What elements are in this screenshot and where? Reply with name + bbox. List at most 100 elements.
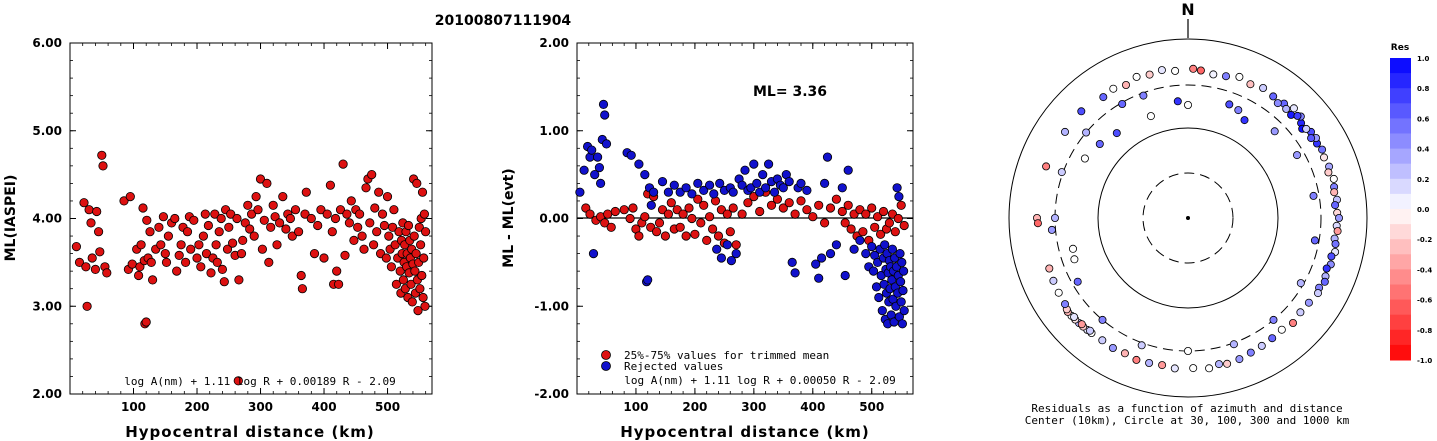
- station-point: [1322, 264, 1331, 273]
- annotation-point: [233, 376, 243, 386]
- data-point: [894, 192, 904, 202]
- station-point: [1112, 129, 1121, 138]
- data-point: [138, 203, 148, 213]
- polar-panel: N Residuals as a function of azimuth and…: [1008, 0, 1368, 427]
- x-tick-label: 500: [859, 400, 884, 414]
- left-y-axis-label: ML(IASPEI): [3, 175, 19, 262]
- data-point: [634, 159, 644, 169]
- colorbar-cell: [1390, 224, 1411, 240]
- data-point: [678, 209, 688, 219]
- data-point: [819, 218, 830, 228]
- data-point: [743, 198, 753, 208]
- station-point: [1120, 349, 1129, 358]
- data-point: [219, 277, 229, 287]
- station-point: [1057, 168, 1066, 177]
- data-point: [281, 224, 291, 234]
- data-point: [226, 209, 236, 219]
- x-tick-label: 300: [741, 400, 766, 414]
- station-point: [1331, 239, 1340, 248]
- data-point: [322, 209, 332, 219]
- station-point: [1109, 84, 1118, 93]
- data-point: [319, 253, 329, 263]
- data-point: [634, 231, 644, 241]
- data-point: [349, 235, 359, 245]
- station-point: [1296, 308, 1305, 317]
- station-point: [1051, 213, 1060, 222]
- station-point: [1196, 66, 1205, 75]
- station-point: [1108, 343, 1117, 352]
- colorbar-label: -0.2: [1417, 236, 1432, 244]
- data-point: [749, 159, 759, 169]
- station-point: [1259, 84, 1268, 93]
- data-point: [790, 209, 800, 219]
- station-point: [1054, 288, 1063, 297]
- data-point: [412, 178, 422, 188]
- data-point: [808, 212, 818, 222]
- data-point: [217, 264, 227, 274]
- data-point: [899, 305, 909, 316]
- data-point: [660, 231, 671, 241]
- data-point: [398, 275, 408, 285]
- data-point: [182, 227, 193, 237]
- y-tick-label: 0.00: [539, 212, 569, 226]
- data-point: [417, 270, 427, 281]
- station-point: [1171, 66, 1180, 75]
- data-point: [590, 170, 600, 180]
- data-point: [843, 200, 853, 210]
- data-point: [896, 297, 906, 307]
- data-point: [778, 203, 788, 213]
- data-point: [359, 244, 369, 254]
- data-point: [825, 249, 836, 259]
- data-point: [95, 247, 105, 257]
- middle-y-axis-label: ML - ML(evt): [501, 168, 517, 267]
- colorbar-cell: [1390, 133, 1411, 150]
- data-point: [201, 249, 212, 259]
- data-point: [871, 282, 882, 292]
- station-point: [1033, 219, 1042, 228]
- station-point: [1215, 360, 1224, 369]
- data-point: [722, 240, 732, 250]
- data-point: [211, 240, 221, 250]
- data-point: [654, 218, 665, 228]
- data-point: [420, 227, 431, 237]
- data-point: [878, 206, 889, 217]
- station-point: [1234, 106, 1243, 115]
- colorbar-cell: [1390, 193, 1411, 210]
- station-point: [1282, 104, 1291, 113]
- data-point: [625, 213, 635, 224]
- data-point: [840, 270, 850, 281]
- data-point: [410, 266, 420, 276]
- station-point: [1302, 124, 1311, 133]
- data-point: [306, 213, 316, 224]
- station-point: [1304, 298, 1313, 307]
- data-point: [119, 196, 129, 206]
- data-point: [814, 273, 824, 283]
- data-point: [196, 262, 206, 272]
- data-point: [600, 218, 610, 228]
- data-point: [587, 145, 597, 155]
- station-point: [1082, 128, 1091, 137]
- data-point: [598, 99, 609, 110]
- data-point: [588, 249, 599, 259]
- data-point: [81, 262, 91, 272]
- data-point: [379, 220, 389, 231]
- data-point: [382, 192, 393, 202]
- station-point: [1047, 225, 1056, 234]
- data-point: [403, 220, 414, 231]
- data-point: [716, 253, 727, 263]
- data-point: [861, 249, 871, 259]
- data-point: [141, 317, 151, 327]
- station-point: [1170, 364, 1179, 373]
- y-tick-label: 2.00: [539, 36, 569, 50]
- station-point: [1269, 92, 1278, 101]
- data-point: [389, 205, 399, 215]
- data-point: [811, 259, 821, 269]
- data-point: [643, 275, 653, 285]
- data-point: [222, 244, 233, 254]
- data-point: [814, 200, 824, 210]
- data-point: [238, 235, 248, 245]
- data-point: [212, 257, 222, 267]
- polar-caption-line1: Residuals as a function of azimuth and d…: [1031, 402, 1342, 415]
- station-point: [1309, 191, 1318, 200]
- station-point: [1223, 359, 1232, 368]
